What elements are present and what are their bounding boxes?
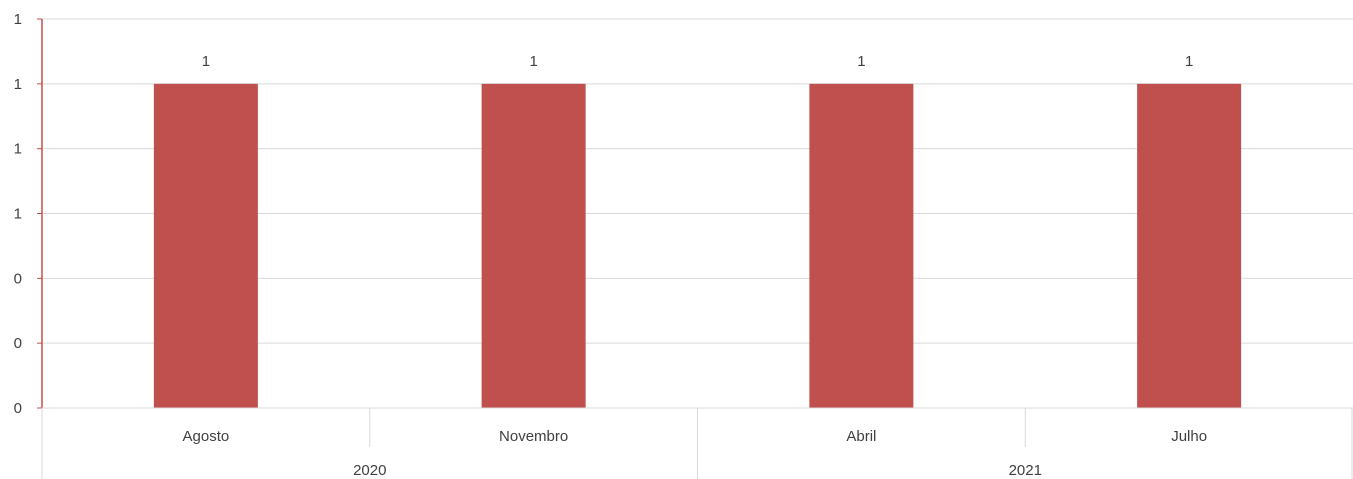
- y-tick-label: 0: [14, 270, 22, 287]
- y-tick-label: 0: [14, 400, 22, 417]
- y-tick-label: 0: [14, 335, 22, 352]
- bars: [153, 83, 1242, 408]
- y-tick-label: 1: [14, 76, 22, 93]
- data-label: 1: [529, 53, 537, 70]
- x-category-label: Julho: [1171, 428, 1207, 445]
- gridlines: [42, 18, 1353, 344]
- data-label: 1: [202, 53, 210, 70]
- labels: 0 0 0 1 1 1 1 1 Agosto 1 Novembro 1 Abril 1 Julho 2020 2…: [14, 11, 1207, 479]
- data-label: 1: [1185, 53, 1193, 70]
- x-group-label: 2020: [353, 462, 386, 479]
- data-label: 1: [857, 53, 865, 70]
- y-tick-label: 1: [14, 206, 22, 223]
- x-category-label: Agosto: [183, 428, 230, 445]
- x-group-label: 2021: [1009, 462, 1042, 479]
- x-category-label: Novembro: [499, 428, 568, 445]
- x-category-label: Abril: [846, 428, 876, 445]
- y-tick-label: 1: [14, 141, 22, 158]
- bar: [481, 83, 586, 408]
- bar: [809, 83, 914, 408]
- axes: [37, 18, 1353, 479]
- bar: [153, 83, 258, 408]
- bar: [1137, 83, 1242, 408]
- y-tick-label: 1: [14, 11, 22, 28]
